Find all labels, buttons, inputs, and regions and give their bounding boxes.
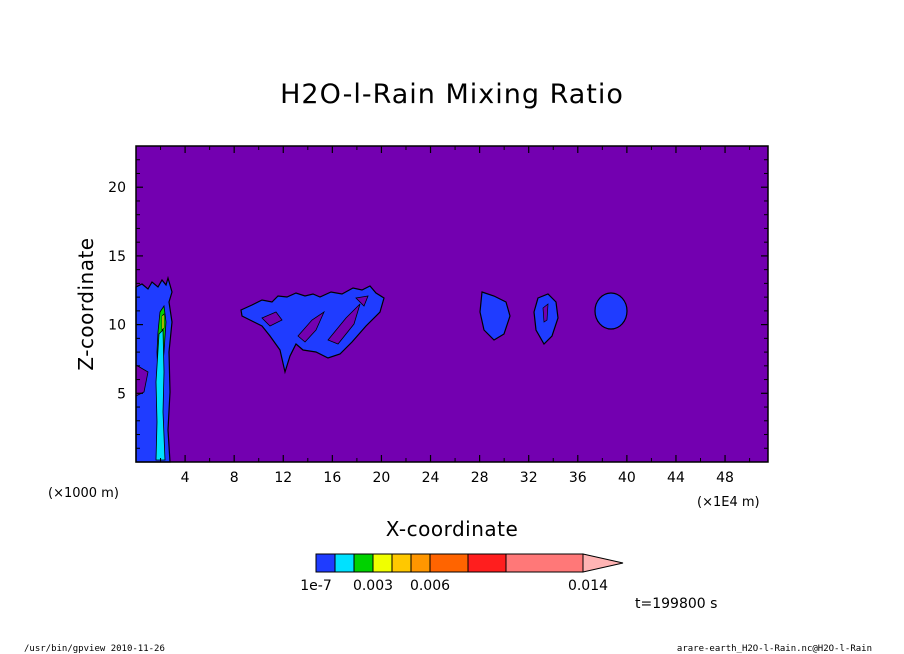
x-tick-label: 8: [230, 470, 239, 486]
colorbar: [315, 553, 624, 573]
colorbar-segment: [391, 553, 412, 573]
colorbar-segment: [315, 553, 336, 573]
y-tick-label: 5: [117, 386, 126, 402]
colorbar-segment: [372, 553, 393, 573]
x-tick-label: 36: [569, 470, 587, 486]
colorbar-segment: [505, 553, 584, 573]
x-tick-label: 4: [181, 470, 190, 486]
x-tick-label: 40: [618, 470, 636, 486]
colorbar-tick-label: 0.003: [353, 578, 393, 594]
y-tick-label: 10: [108, 318, 126, 334]
colorbar-segment: [353, 553, 374, 573]
x-tick-label: 16: [323, 470, 341, 486]
contour-features: [135, 275, 628, 463]
chart-title: H2O-l-Rain Mixing Ratio: [280, 79, 624, 110]
x-axis: 4 8 12 16 20 24 28 32 36 40 44 48: [160, 146, 751, 486]
blob-39: [594, 292, 628, 330]
x-unit-right: (×1E4 m): [697, 495, 760, 510]
time-label: t=199800 s: [635, 596, 717, 612]
y-tick-label: 20: [108, 180, 126, 196]
y-axis-label: Z-coordinate: [74, 237, 98, 370]
left-column-cyan: [155, 329, 166, 461]
plot-frame: [135, 145, 769, 463]
y-axis: 5 10 15 20: [108, 159, 768, 449]
plot-area: [136, 146, 768, 462]
colorbar-labels: 1e-7 0.003 0.006 0.014: [300, 578, 608, 594]
colorbar-segment: [467, 553, 507, 573]
x-tick-label: 28: [471, 470, 489, 486]
footer-left: /usr/bin/gpview 2010-11-26: [24, 644, 165, 654]
x-tick-label: 12: [274, 470, 292, 486]
footer-right: arare-earth_H2O-l-Rain.nc@H2O-l-Rain: [677, 644, 872, 654]
colorbar-segment: [429, 553, 469, 573]
cloud-cluster-inner-2: [327, 303, 361, 345]
y-tick-label: 15: [108, 249, 126, 265]
x-axis-label: X-coordinate: [386, 517, 519, 541]
colorbar-extend-arrow: [582, 553, 624, 573]
colorbar-tick-label: 0.006: [410, 578, 450, 594]
left-column-yellow: [161, 313, 165, 331]
cloud-cluster-inner-3: [261, 311, 283, 327]
x-unit-left: (×1000 m): [48, 486, 119, 501]
colorbar-segment: [334, 553, 355, 573]
blob-33-inner: [542, 303, 549, 323]
colorbar-segment: [410, 553, 431, 573]
x-tick-label: 48: [716, 470, 734, 486]
x-tick-label: 24: [422, 470, 440, 486]
x-tick-label: 20: [373, 470, 391, 486]
colorbar-tick-label: 1e-7: [300, 578, 331, 594]
x-tick-label: 32: [520, 470, 538, 486]
cloud-cluster-inner-1: [297, 310, 325, 343]
cloud-cluster-inner-4: [355, 295, 369, 307]
x-tick-label: 44: [667, 470, 685, 486]
colorbar-tick-label: 0.014: [568, 578, 608, 594]
blob-29: [479, 291, 511, 341]
